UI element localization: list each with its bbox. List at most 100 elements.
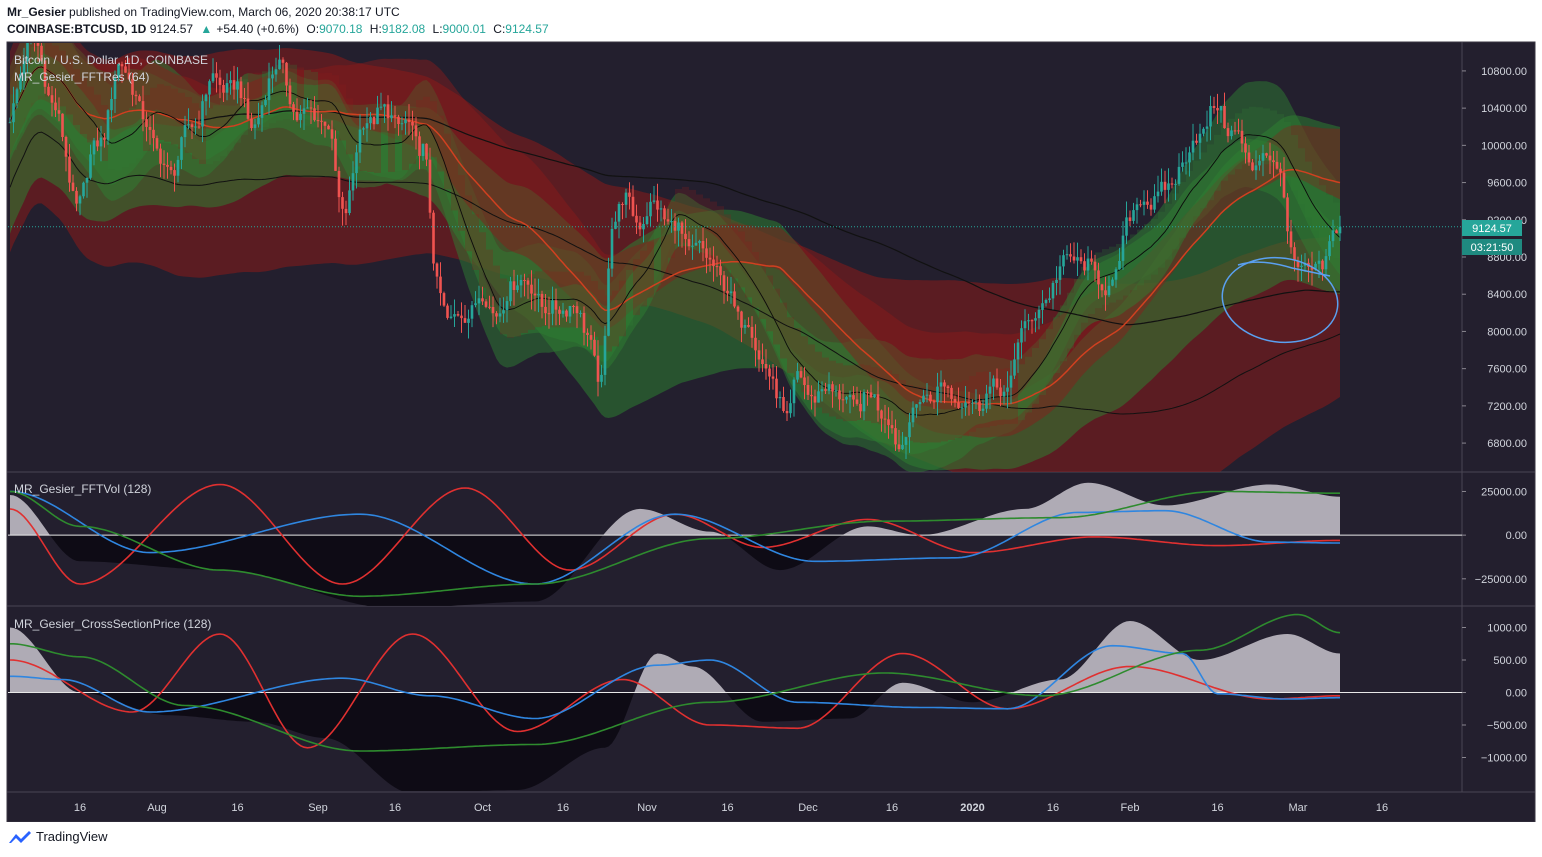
fft-band-segment: [1270, 110, 1277, 167]
candle-body: [1181, 162, 1184, 167]
crosssection-axis[interactable]: 1000.00 500.00 0.00 −500.00 −1000.00: [1462, 623, 1527, 765]
candle-body: [187, 124, 190, 126]
main-pane-title[interactable]: Bitcoin / U.S. Dollar, 1D, COINBASE: [14, 53, 208, 67]
fft-band-segment: [24, 62, 31, 118]
fft-band-segment: [815, 351, 822, 408]
candle-body: [1258, 160, 1261, 166]
candle-body: [1268, 155, 1272, 161]
fft-band-segment: [1312, 174, 1319, 231]
ellipse-annotation[interactable]: [1217, 250, 1344, 349]
candle-body: [572, 306, 575, 307]
main-pane-indicator[interactable]: MR_Gesier_FFTRes (64): [14, 70, 149, 84]
fft-band-segment: [1088, 258, 1095, 314]
candle-body: [827, 384, 831, 391]
candle-body: [1044, 300, 1048, 304]
candle-body: [1041, 303, 1044, 310]
candle-body: [274, 69, 278, 75]
footer-brand[interactable]: TradingView: [36, 829, 108, 844]
candle-body: [484, 301, 488, 307]
fft-band-segment: [1025, 356, 1032, 413]
candle-body: [8, 122, 12, 124]
candle-body: [316, 120, 320, 122]
fft-band-segment: [948, 384, 955, 440]
candle-body: [463, 318, 467, 323]
pane2-indicator[interactable]: MR_Gesier_FFTVol (128): [14, 482, 151, 496]
candle-body: [929, 394, 932, 402]
fft-band-segment: [45, 43, 52, 97]
fft-band-segment: [647, 241, 654, 298]
candle-body: [1184, 162, 1188, 164]
candle-body: [729, 291, 733, 294]
candle-body: [747, 325, 750, 327]
candle-body: [50, 95, 54, 103]
candle-body: [1016, 342, 1020, 360]
fft-band-segment: [73, 69, 80, 125]
last-price: 9124.57: [149, 22, 194, 36]
fft-band-segment: [661, 216, 668, 273]
candle-body: [544, 306, 547, 314]
candle-body: [736, 306, 740, 312]
candle-body: [1139, 204, 1142, 206]
candle-body: [1104, 290, 1107, 296]
candle-body: [904, 437, 908, 445]
candle-body: [1293, 247, 1296, 261]
candle-body: [295, 111, 299, 121]
fft-band-segment: [591, 281, 598, 337]
candle-body: [505, 301, 509, 311]
pane3-indicator[interactable]: MR_Gesier_CrossSectionPrice (128): [14, 617, 211, 631]
candle-body: [988, 386, 992, 394]
candle-body: [30, 34, 33, 40]
chart-canvas[interactable]: 10800.0010400.0010000.009600.009200.0088…: [0, 0, 1542, 822]
fftvol-pane[interactable]: [8, 482, 1462, 609]
fft-band-segment: [514, 280, 521, 337]
x-tick-label: Dec: [798, 802, 818, 814]
candle-body: [351, 173, 355, 191]
fftvol-axis[interactable]: 25000.00 0.00 −25000.00: [1462, 487, 1527, 586]
candle-body: [1286, 197, 1289, 232]
symbol-label[interactable]: COINBASE:BTCUSD, 1D: [7, 22, 147, 36]
candle-body: [848, 395, 852, 398]
fft-band-segment: [759, 263, 766, 320]
author-name[interactable]: Mr_Gesier: [7, 5, 66, 19]
candle-body: [719, 266, 722, 276]
fft-band-segment: [164, 85, 171, 142]
fft-band-segment: [248, 73, 255, 129]
fft-band-segment: [486, 249, 493, 306]
crosssection-pane[interactable]: [8, 613, 1462, 794]
candle-body: [365, 123, 369, 129]
candle-body: [757, 350, 761, 360]
fft-band-segment: [1179, 182, 1186, 238]
candle-body: [649, 201, 652, 217]
candle-body: [218, 77, 222, 85]
fft-band-segment: [731, 222, 738, 279]
candle-body: [1125, 217, 1128, 236]
candle-body: [582, 312, 586, 333]
y-tick-label: 500.00: [1493, 655, 1527, 667]
candle-body: [313, 108, 316, 121]
candle-body: [33, 34, 36, 38]
candle-body: [12, 103, 15, 123]
fft-band-segment: [59, 50, 66, 107]
candle-body: [1114, 269, 1118, 280]
price-axis[interactable]: 10800.0010400.0010000.009600.009200.0088…: [1462, 66, 1527, 450]
fft-band-segment: [80, 78, 87, 134]
time-axis[interactable]: 16 Aug 16 Sep 16 Oct 16 Nov 16 Dec 16 2020 16 Feb 16 Ma…: [74, 802, 1388, 814]
candle-body: [1233, 130, 1237, 132]
y-tick-label: −500.00: [1487, 720, 1527, 732]
candle-body: [516, 285, 519, 290]
tradingview-logo-icon[interactable]: [8, 830, 32, 844]
candle-body: [1013, 359, 1016, 376]
candle-body: [232, 80, 236, 90]
fft-band-segment: [766, 275, 773, 332]
fft-band-segment: [1228, 118, 1235, 175]
price-pane[interactable]: [8, 0, 1462, 507]
candle-body: [1027, 320, 1030, 322]
candle-body: [974, 401, 978, 403]
candle-body: [208, 81, 211, 95]
fft-band-segment: [451, 154, 458, 211]
candle-body: [771, 376, 775, 379]
candle-body: [309, 107, 313, 109]
candle-body: [953, 398, 957, 403]
fft-band-segment: [122, 111, 129, 168]
fft-band-segment: [17, 77, 24, 133]
